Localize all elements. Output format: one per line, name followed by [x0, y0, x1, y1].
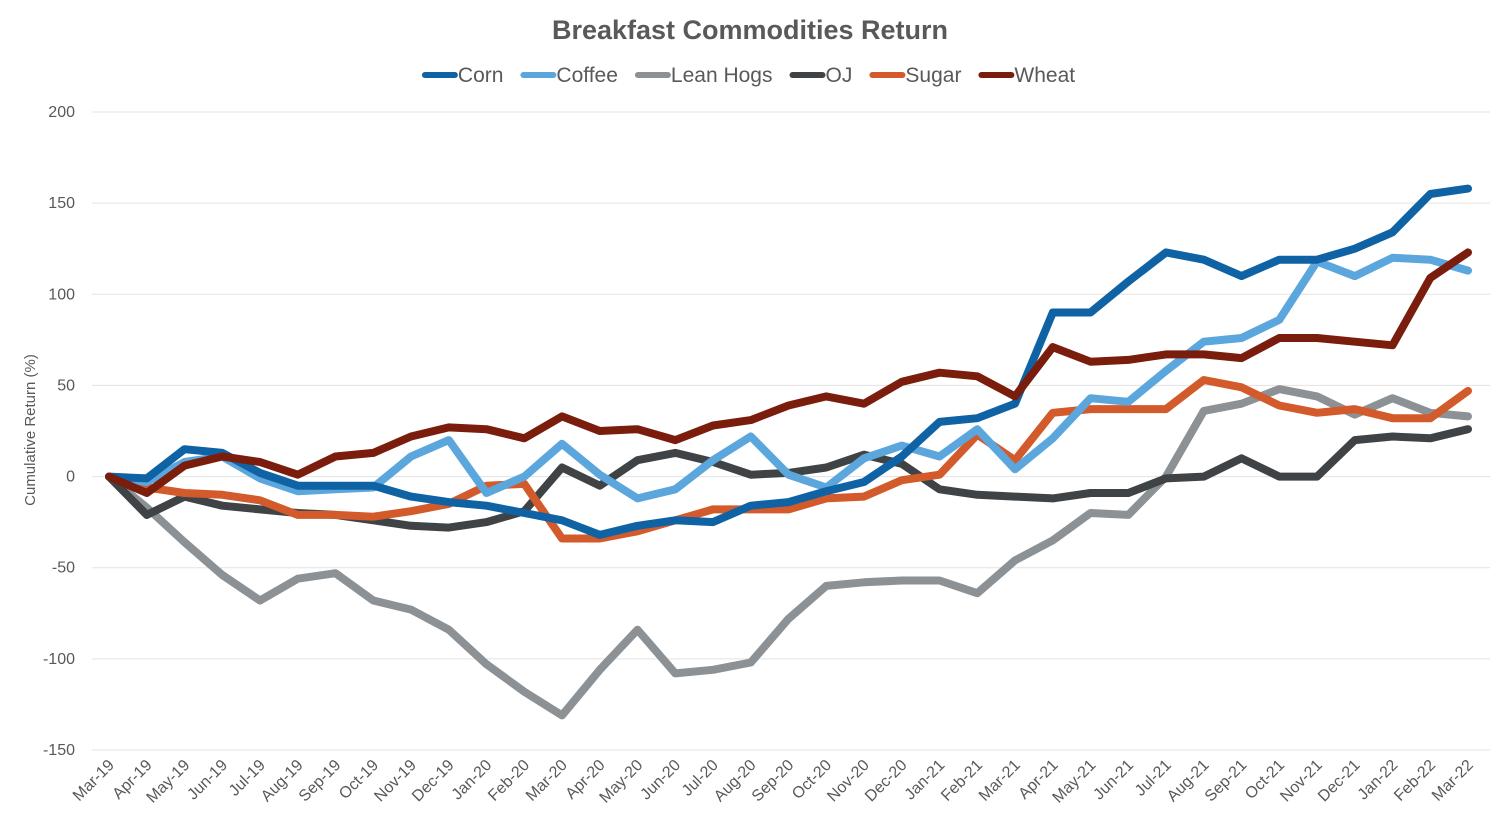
x-tick-label: Jun-20 — [637, 757, 684, 804]
series-line-sugar — [105, 376, 1472, 543]
x-tick-label: Mar-22 — [1429, 757, 1477, 805]
x-axis-ticks: Mar-19Apr-19May-19Jun-19Jul-19Aug-19Sep-… — [70, 757, 1477, 807]
gridlines — [92, 111, 1490, 751]
y-tick-label: 0 — [66, 469, 75, 486]
y-tick-label: -100 — [43, 651, 75, 668]
x-tick-label: May-19 — [144, 757, 194, 807]
x-tick-label: Feb-20 — [485, 757, 533, 805]
series-line-lean-hogs — [105, 385, 1472, 720]
x-tick-label: Sep-21 — [1202, 757, 1251, 806]
legend-item-lean-hogs: Lean Hogs — [634, 64, 773, 87]
x-tick-label: Dec-21 — [1315, 757, 1364, 806]
legend-label: OJ — [826, 64, 853, 87]
y-tick-label: -50 — [52, 560, 75, 577]
legend-item-coffee: Coffee — [520, 64, 618, 87]
y-axis-ticks: 200 150 100 50 0 -50 -100 -150 — [43, 104, 75, 759]
x-tick-label: Dec-19 — [409, 757, 458, 806]
legend-item-corn: Corn — [421, 64, 504, 87]
legend-label: Lean Hogs — [671, 64, 773, 87]
legend-label: Corn — [458, 64, 504, 87]
series-line-corn — [105, 184, 1472, 539]
y-tick-label: 200 — [48, 104, 75, 121]
x-tick-label: May-21 — [1050, 757, 1100, 807]
legend-label: Sugar — [905, 64, 961, 87]
legend-item-oj: OJ — [789, 64, 853, 87]
y-tick-label: 100 — [48, 286, 75, 303]
x-tick-label: Jun-19 — [184, 757, 231, 804]
y-tick-label: -150 — [43, 742, 75, 759]
x-tick-label: Mar-20 — [523, 757, 571, 805]
x-tick-label: Jun-21 — [1090, 757, 1137, 804]
series-line-wheat — [105, 248, 1472, 497]
legend-label: Coffee — [556, 64, 618, 87]
chart-title: Breakfast Commodities Return — [552, 15, 948, 45]
legend-label: Wheat — [1014, 64, 1075, 87]
x-tick-label: Dec-20 — [862, 757, 911, 806]
x-tick-label: Sep-20 — [749, 757, 798, 806]
legend-item-sugar: Sugar — [869, 64, 961, 87]
series-lines — [105, 184, 1472, 720]
y-axis-title: Cumulative Return (%) — [22, 354, 39, 506]
x-tick-label: Mar-21 — [976, 757, 1024, 805]
y-tick-label: 150 — [48, 195, 75, 212]
legend: Corn Coffee Lean Hogs OJ Sugar Wheat — [421, 64, 1075, 87]
x-tick-label: Sep-19 — [296, 757, 345, 806]
legend-item-wheat: Wheat — [978, 64, 1075, 87]
x-tick-label: Mar-19 — [70, 757, 118, 805]
x-tick-label: Feb-21 — [938, 757, 986, 805]
x-tick-label: May-20 — [597, 757, 647, 807]
y-tick-label: 50 — [57, 377, 75, 394]
x-tick-label: Feb-22 — [1391, 757, 1439, 805]
